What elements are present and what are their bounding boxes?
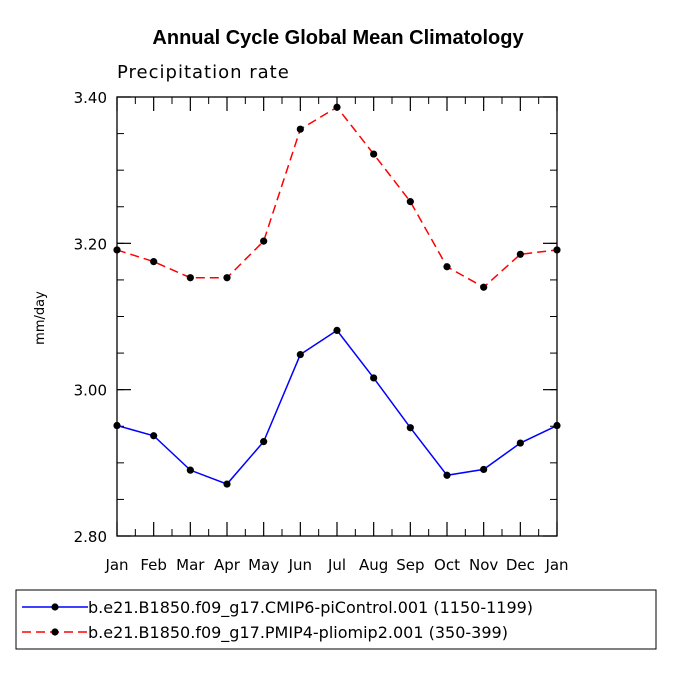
x-tick-label: Feb [140, 556, 167, 574]
legend-box [15, 589, 657, 650]
x-tick-label: Jan [544, 556, 568, 574]
data-point-series-0 [516, 439, 524, 447]
series-line-1 [116, 106, 558, 289]
data-point-series-0 [443, 471, 451, 479]
data-point-series-1 [260, 237, 268, 245]
legend-entry-0: b.e21.B1850.f09_g17.CMIP6-piControl.001 … [22, 598, 533, 618]
data-point-series-1 [296, 125, 304, 133]
data-point-series-1 [480, 283, 488, 291]
data-point-series-1 [406, 198, 414, 206]
series-layer [113, 103, 561, 488]
y-tick-label: 2.80 [74, 528, 107, 546]
data-point-series-0 [553, 421, 561, 430]
y-tick-label: 3.40 [74, 89, 107, 107]
data-point-series-1 [223, 274, 231, 282]
data-point-series-1 [553, 246, 561, 254]
x-tick-label: May [248, 556, 279, 574]
data-point-series-1 [186, 274, 194, 282]
data-point-series-0 [370, 374, 378, 382]
x-tick-label: Nov [469, 556, 498, 574]
x-tick-label: Dec [506, 556, 535, 574]
data-point-series-0 [150, 432, 158, 440]
data-point-series-1 [370, 150, 378, 158]
axes: Jan Feb Mar Apr May Jun Jul Aug Sep Oct Nov Dec Jan 2… [74, 89, 569, 574]
data-point-series-0 [113, 421, 121, 430]
y-tick-label: 3.20 [74, 235, 107, 253]
data-point-series-0 [296, 350, 304, 359]
x-tick-label: Mar [176, 556, 205, 574]
legend-marker-1 [51, 628, 59, 636]
data-point-series-0 [186, 466, 194, 474]
data-point-series-1 [516, 250, 524, 258]
data-point-series-0 [223, 480, 231, 488]
y-axis-label: mm/day [33, 291, 48, 345]
x-tick-label: Oct [434, 556, 460, 574]
legend-label-1: b.e21.B1850.f09_g17.PMIP4-pliomip2.001 (… [88, 623, 508, 643]
data-point-series-1 [443, 263, 451, 271]
data-point-series-1 [333, 103, 341, 111]
x-tick-label: Aug [359, 556, 388, 574]
data-point-series-1 [150, 258, 158, 266]
data-point-series-0 [406, 424, 414, 432]
data-point-series-0 [260, 438, 268, 446]
series-line-0 [116, 329, 558, 485]
y-tick-label: 3.00 [74, 382, 107, 400]
chart-subtitle: Precipitation rate [117, 62, 290, 83]
x-tick-label: Sep [396, 556, 424, 574]
chart-title: Annual Cycle Global Mean Climatology [152, 27, 524, 49]
x-tick-label: Jul [327, 556, 346, 574]
x-tick-label: Apr [214, 556, 241, 574]
legend-label-0: b.e21.B1850.f09_g17.CMIP6-piControl.001 … [88, 598, 533, 618]
data-point-series-0 [480, 465, 488, 474]
data-point-series-0 [333, 326, 341, 335]
plot-frame [116, 96, 558, 537]
legend-marker-0 [51, 603, 59, 611]
x-tick-label: Jan [104, 556, 128, 574]
legend-entry-1: b.e21.B1850.f09_g17.PMIP4-pliomip2.001 (… [22, 623, 508, 643]
data-point-series-1 [113, 246, 121, 254]
x-tick-label: Jun [288, 556, 312, 574]
